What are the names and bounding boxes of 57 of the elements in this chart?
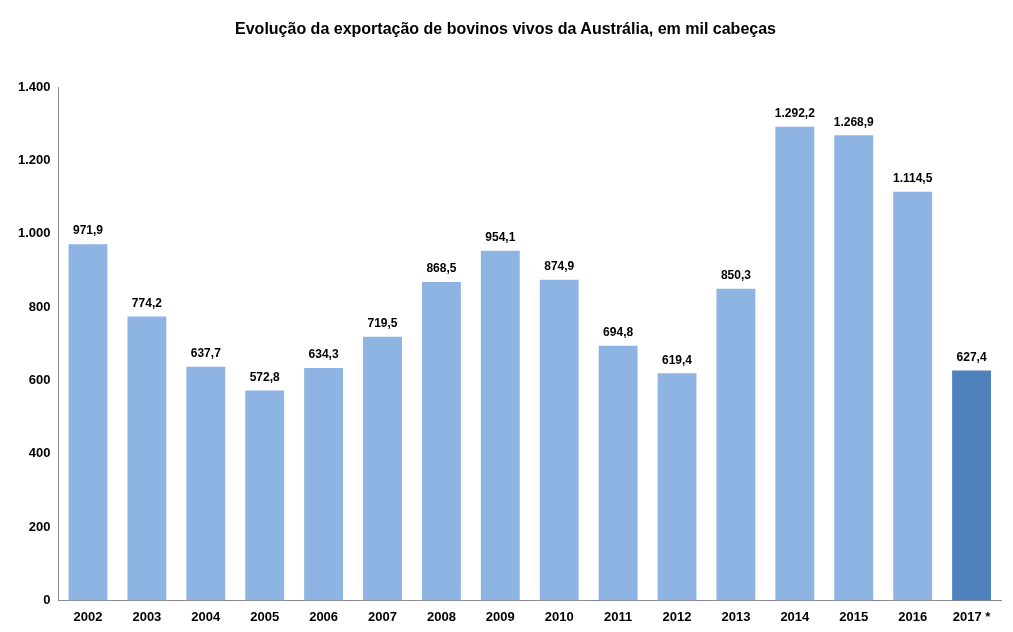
data-label: 1.292,2 bbox=[774, 106, 816, 121]
bar bbox=[480, 250, 520, 601]
data-label: 874,9 bbox=[544, 259, 575, 273]
data-label: 850,3 bbox=[720, 268, 752, 283]
x-tick-label: 2014 bbox=[780, 608, 811, 624]
bar bbox=[893, 191, 933, 601]
bar bbox=[834, 135, 874, 601]
x-tick-label: 2015 bbox=[839, 608, 869, 624]
data-label: 627,4 bbox=[956, 349, 987, 364]
bar bbox=[539, 279, 579, 601]
bar bbox=[245, 390, 285, 601]
data-label: 1.114,5 bbox=[892, 171, 933, 186]
x-tick-label: 2012 bbox=[662, 608, 692, 624]
data-label: 719,5 bbox=[367, 315, 398, 330]
x-tick-label: 2008 bbox=[426, 608, 456, 624]
bar bbox=[363, 336, 402, 601]
x-tick-label: 2004 bbox=[191, 608, 222, 624]
data-label: 694,8 bbox=[603, 325, 634, 340]
y-tick-label: 1.000 bbox=[17, 225, 51, 241]
x-tick-label: 2011 bbox=[604, 608, 633, 624]
data-label: 774,2 bbox=[131, 295, 163, 310]
chart-title: Evolução da exportação de bovinos vivos da Austrália, em mil cabeças bbox=[235, 20, 777, 38]
x-tick-label: 2005 bbox=[250, 608, 280, 624]
data-label: 971,9 bbox=[72, 223, 104, 238]
data-label: 1.268,9 bbox=[833, 114, 875, 129]
bar bbox=[68, 244, 108, 601]
bar bbox=[952, 370, 991, 601]
x-tick-label: 2002 bbox=[73, 608, 103, 624]
bar bbox=[716, 288, 756, 601]
y-tick-label: 1.400 bbox=[17, 78, 51, 94]
bar bbox=[127, 316, 167, 601]
x-tick-label: 2010 bbox=[544, 608, 574, 624]
data-label: 868,5 bbox=[426, 261, 457, 276]
data-label: 634,3 bbox=[308, 347, 339, 362]
y-tick-label: 1.200 bbox=[17, 152, 51, 168]
y-tick-label: 200 bbox=[28, 518, 51, 534]
y-tick-label: 600 bbox=[28, 372, 51, 388]
data-label: 954,1 bbox=[485, 229, 516, 244]
data-label: 572,8 bbox=[249, 369, 281, 384]
y-tick-label: 0 bbox=[43, 591, 51, 607]
bar bbox=[657, 373, 697, 601]
bar bbox=[421, 282, 461, 601]
x-tick-label: 2006 bbox=[309, 608, 339, 624]
data-label: 637,7 bbox=[190, 345, 222, 360]
bar bbox=[304, 367, 344, 601]
data-label: 619,4 bbox=[662, 352, 693, 367]
y-tick-label: 400 bbox=[28, 445, 51, 461]
x-tick-label: 2017 * bbox=[952, 608, 992, 624]
bar bbox=[775, 126, 815, 601]
x-tick-label: 2007 bbox=[368, 608, 397, 624]
x-tick-label: 2009 bbox=[485, 608, 515, 624]
y-tick-label: 800 bbox=[28, 298, 51, 314]
x-tick-label: 2003 bbox=[132, 608, 162, 624]
bar bbox=[598, 345, 638, 601]
bar bbox=[186, 366, 226, 601]
x-tick-label: 2013 bbox=[721, 608, 751, 624]
x-tick-label: 2016 bbox=[898, 608, 928, 624]
